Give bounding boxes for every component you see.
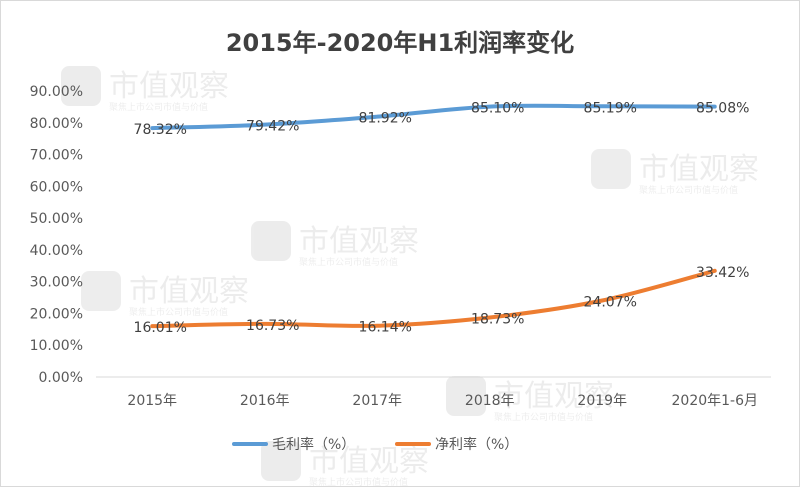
data-label: 85.08% xyxy=(696,101,749,117)
x-tick-label: 2019年 xyxy=(577,393,627,409)
watermark-brand: 市值观察 xyxy=(494,379,614,414)
data-label: 78.32% xyxy=(134,122,187,138)
watermark-logo-icon xyxy=(81,271,121,311)
x-axis: 2015年 2016年 2017年 2018年 2019年 2020年1-6月 xyxy=(96,376,771,409)
y-tick-label: 10.00% xyxy=(30,338,83,354)
watermark-tagline: 聚焦上市公司市值与价值 xyxy=(129,306,228,318)
x-tick-label: 2016年 xyxy=(240,393,290,409)
y-tick-label: 50.00% xyxy=(30,211,83,227)
watermark-tagline: 聚焦上市公司市值与价值 xyxy=(109,101,208,113)
watermark-logo-icon xyxy=(61,66,101,106)
watermark-tagline: 聚焦上市公司市值与价值 xyxy=(639,184,738,196)
watermark-tagline: 聚焦上市公司市值与价值 xyxy=(309,476,408,486)
y-tick-label: 40.00% xyxy=(30,243,83,259)
watermark-tagline: 聚焦上市公司市值与价值 xyxy=(299,256,398,268)
legend-label: 毛利率（%） xyxy=(272,436,355,453)
watermark-brand: 市值观察 xyxy=(639,152,759,187)
y-tick-label: 90.00% xyxy=(30,84,83,100)
chart-title: 2015年-2020年H1利润率变化 xyxy=(226,29,574,57)
watermark-logo-icon xyxy=(251,221,291,261)
series-line-0 xyxy=(150,103,717,131)
x-tick-label: 2020年1-6月 xyxy=(672,393,759,409)
y-tick-label: 70.00% xyxy=(30,148,83,164)
data-label: 16.14% xyxy=(359,320,412,336)
watermark-brand: 市值观察 xyxy=(309,444,429,479)
data-label: 81.92% xyxy=(359,111,412,127)
watermark-layer: 市值观察聚焦上市公司市值与价值市值观察聚焦上市公司市值与价值市值观察聚焦上市公司… xyxy=(61,66,759,486)
data-label: 33.42% xyxy=(696,265,749,281)
legend-label: 净利率（%） xyxy=(435,436,518,453)
data-label: 18.73% xyxy=(471,311,524,327)
x-tick-label: 2018年 xyxy=(465,393,515,409)
data-label: 79.42% xyxy=(246,119,299,135)
series-layer: 78.32% 79.42% 81.92% 85.10% 85.19% 85.08% 16.0… xyxy=(134,100,750,336)
y-tick-label: 30.00% xyxy=(30,275,83,291)
watermark-brand: 市值观察 xyxy=(129,274,249,309)
watermark-brand: 市值观察 xyxy=(299,224,419,259)
watermark-logo-icon xyxy=(446,376,486,416)
watermark-tagline: 聚焦上市公司市值与价值 xyxy=(494,411,593,423)
data-label: 24.07% xyxy=(584,295,637,311)
data-label: 85.10% xyxy=(471,101,524,117)
y-tick-label: 20.00% xyxy=(30,306,83,322)
watermark-brand: 市值观察 xyxy=(109,69,229,104)
y-tick-label: 0.00% xyxy=(39,370,83,386)
series-line-1 xyxy=(150,268,717,329)
data-label: 85.19% xyxy=(584,100,637,116)
watermark-logo-icon xyxy=(261,441,301,481)
x-tick-label: 2015年 xyxy=(127,393,177,409)
y-tick-label: 80.00% xyxy=(30,116,83,132)
y-axis: 0.00% 10.00% 20.00% 30.00% 40.00% 50.00% 60.00… xyxy=(30,84,83,386)
data-label: 16.73% xyxy=(246,318,299,334)
x-tick-label: 2017年 xyxy=(352,393,402,409)
y-tick-label: 60.00% xyxy=(30,179,83,195)
data-label: 16.01% xyxy=(134,320,187,336)
legend: 毛利率（%） 净利率（%） xyxy=(232,436,518,453)
watermark-logo-icon xyxy=(591,149,631,189)
